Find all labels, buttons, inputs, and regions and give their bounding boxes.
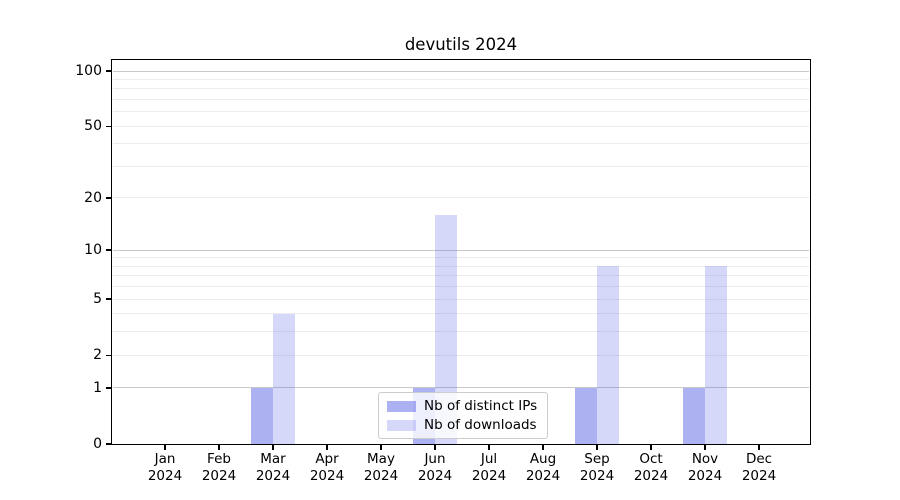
y-tick-mark bbox=[106, 249, 111, 251]
legend-swatch-distinct-ips bbox=[387, 400, 416, 412]
x-tick-mark bbox=[596, 445, 598, 450]
y-tick-mark bbox=[106, 197, 111, 199]
plot-area-border bbox=[111, 59, 811, 445]
x-tick-label: Jan 2024 bbox=[147, 451, 183, 484]
x-tick-label: Sep 2024 bbox=[579, 451, 615, 484]
bar-nb-of-distinct-ips-nov bbox=[683, 387, 705, 444]
y-tick-label: 10 bbox=[84, 242, 102, 259]
x-tick-label: Mar 2024 bbox=[255, 451, 291, 484]
x-tick-label: Jun 2024 bbox=[417, 451, 453, 484]
legend-swatch-downloads bbox=[387, 419, 416, 431]
legend-label-distinct-ips: Nb of distinct IPs bbox=[424, 398, 538, 414]
minor-gridline bbox=[113, 275, 809, 277]
x-tick-mark bbox=[218, 445, 220, 450]
minor-gridline bbox=[113, 125, 809, 127]
major-gridline bbox=[113, 249, 809, 251]
bar-nb-of-downloads-sep bbox=[597, 266, 619, 444]
y-tick-mark bbox=[106, 70, 111, 72]
bar-nb-of-distinct-ips-mar bbox=[251, 387, 273, 444]
minor-gridline bbox=[113, 143, 809, 145]
minor-gridline bbox=[113, 265, 809, 267]
y-tick-label: 5 bbox=[93, 291, 102, 308]
x-tick-label: May 2024 bbox=[363, 451, 399, 484]
x-tick-mark bbox=[542, 445, 544, 450]
y-tick-label: 100 bbox=[75, 63, 102, 79]
minor-gridline bbox=[113, 354, 809, 356]
minor-gridline bbox=[113, 88, 809, 90]
legend-label-downloads: Nb of downloads bbox=[424, 417, 537, 433]
y-tick-mark bbox=[106, 298, 111, 300]
y-tick-mark bbox=[106, 354, 111, 356]
x-tick-mark bbox=[758, 445, 760, 450]
x-tick-mark bbox=[650, 445, 652, 450]
x-tick-mark bbox=[380, 445, 382, 450]
y-tick-label: 2 bbox=[93, 347, 102, 364]
x-tick-label: Feb 2024 bbox=[201, 451, 237, 484]
x-tick-label: Nov 2024 bbox=[687, 451, 723, 484]
minor-gridline bbox=[113, 197, 809, 199]
major-gridline bbox=[113, 387, 809, 389]
y-tick-label: 1 bbox=[93, 379, 102, 396]
x-tick-mark bbox=[164, 445, 166, 450]
x-tick-label: Dec 2024 bbox=[741, 451, 777, 484]
x-tick-mark bbox=[272, 445, 274, 450]
legend: Nb of distinct IPs Nb of downloads bbox=[378, 392, 549, 439]
major-gridline bbox=[113, 70, 809, 72]
y-tick-label: 50 bbox=[84, 118, 102, 135]
x-tick-label: Aug 2024 bbox=[525, 451, 561, 484]
minor-gridline bbox=[113, 257, 809, 259]
x-tick-label: Oct 2024 bbox=[633, 451, 669, 484]
minor-gridline bbox=[113, 111, 809, 113]
y-tick-mark bbox=[106, 443, 111, 445]
legend-row-downloads: Nb of downloads bbox=[387, 417, 537, 433]
minor-gridline bbox=[113, 78, 809, 80]
minor-gridline bbox=[113, 98, 809, 100]
chart-title: devutils 2024 bbox=[404, 35, 518, 54]
x-tick-mark bbox=[434, 445, 436, 450]
bar-nb-of-distinct-ips-sep bbox=[575, 387, 597, 444]
x-tick-mark bbox=[326, 445, 328, 450]
minor-gridline bbox=[113, 298, 809, 300]
minor-gridline bbox=[113, 165, 809, 167]
bar-nb-of-downloads-mar bbox=[273, 313, 295, 444]
legend-row-distinct-ips: Nb of distinct IPs bbox=[387, 398, 537, 414]
y-tick-label: 20 bbox=[84, 189, 102, 206]
x-tick-mark bbox=[704, 445, 706, 450]
x-tick-mark bbox=[488, 445, 490, 450]
minor-gridline bbox=[113, 286, 809, 288]
y-tick-mark bbox=[106, 387, 111, 389]
y-tick-mark bbox=[106, 125, 111, 127]
x-tick-label: Apr 2024 bbox=[309, 451, 345, 484]
bar-nb-of-downloads-nov bbox=[705, 266, 727, 444]
x-tick-label: Jul 2024 bbox=[471, 451, 507, 484]
minor-gridline bbox=[113, 331, 809, 333]
bar-nb-of-downloads-jun bbox=[435, 215, 457, 444]
y-tick-label: 0 bbox=[93, 436, 102, 452]
minor-gridline bbox=[113, 313, 809, 315]
